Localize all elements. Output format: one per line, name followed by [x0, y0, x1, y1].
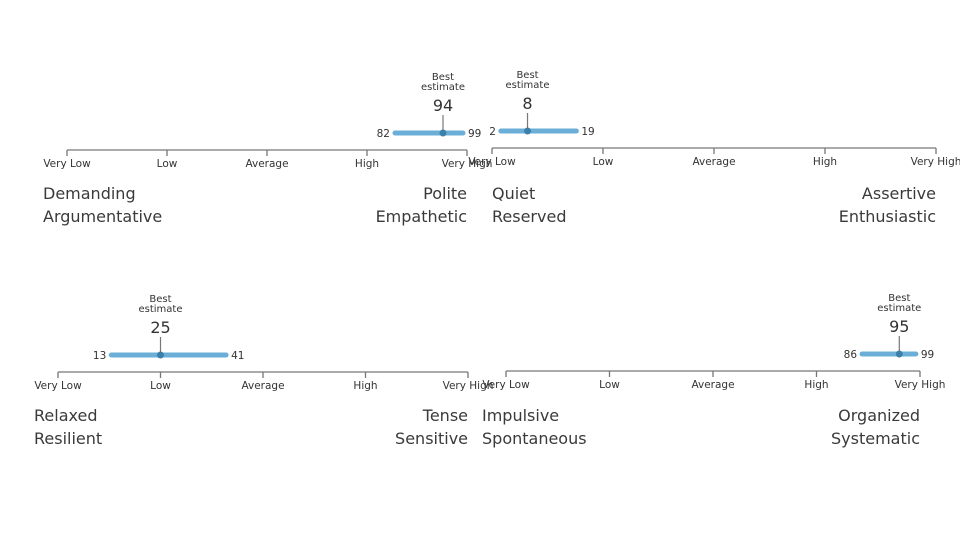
tick-label: Very High: [895, 379, 946, 391]
estimate-dot: [157, 351, 164, 359]
trait-label: Impulsive: [482, 406, 560, 425]
trait-label: Reserved: [492, 207, 567, 226]
trait-label: Sensitive: [395, 429, 468, 448]
tick-label: Very High: [442, 158, 493, 170]
tick-label: Low: [150, 380, 171, 392]
tick-label: Very Low: [468, 156, 516, 168]
tick-label: Low: [599, 379, 620, 391]
estimate-value: 94: [433, 96, 453, 115]
estimate-dot: [439, 129, 447, 137]
trait-label: Systematic: [831, 429, 920, 448]
estimate-value: 8: [522, 94, 532, 113]
range-low-label: 86: [844, 349, 858, 361]
tick-label: High: [353, 380, 377, 392]
range-chart: Very Low Low Average High Very High 2 19 8 Beste…: [468, 70, 960, 168]
tick-label: High: [813, 156, 837, 168]
trait-label: Spontaneous: [482, 429, 587, 448]
tick-label: Average: [692, 156, 735, 168]
high-end-traits: Organized Systematic: [831, 404, 920, 450]
tick-label: Average: [691, 379, 734, 391]
best-estimate-label: Best: [149, 294, 171, 305]
range-low-label: 2: [489, 126, 496, 138]
tick-label: Very High: [443, 380, 494, 392]
trait-label: Enthusiastic: [838, 207, 936, 226]
best-estimate-label: Best: [888, 293, 910, 304]
low-end-traits: Quiet Reserved: [492, 182, 566, 228]
estimate-value: 25: [150, 318, 170, 337]
range-low-label: 82: [377, 128, 390, 140]
trait-panel: Very Low Low Average High Very High 82 99 94 Bes…: [43, 60, 492, 240]
tick-label: High: [804, 379, 828, 391]
low-end-traits: Impulsive Spontaneous: [482, 404, 587, 450]
trait-label: Resilient: [34, 429, 103, 448]
tick-label: Very Low: [482, 379, 530, 391]
trait-label: Demanding: [43, 184, 136, 203]
tick-label: Low: [157, 158, 178, 170]
range-chart: Very Low Low Average High Very High 13 41 25 Bes…: [34, 294, 493, 392]
tick-label: Very Low: [43, 158, 91, 170]
high-end-traits: Assertive Enthusiastic: [839, 182, 936, 228]
trait-label: Polite: [423, 184, 467, 203]
low-end-traits: Relaxed Resilient: [34, 404, 102, 450]
best-estimate-label: estimate: [877, 303, 921, 314]
tick-label: Low: [593, 156, 614, 168]
high-end-traits: Tense Sensitive: [395, 404, 468, 450]
trait-label: Assertive: [861, 184, 936, 203]
estimate-dot: [524, 127, 532, 135]
trait-panel: Very Low Low Average High Very High 13 41 25 Bes…: [34, 283, 493, 463]
high-end-traits: Polite Empathetic: [376, 182, 467, 228]
best-estimate-label: estimate: [421, 82, 465, 93]
best-estimate-label: estimate: [138, 304, 182, 315]
best-estimate-label: estimate: [506, 80, 550, 91]
range-chart: Very Low Low Average High Very High 86 99 95 Bes…: [482, 293, 945, 391]
trait-panel: Very Low Low Average High Very High 2 19 8 Best e…: [468, 58, 960, 238]
range-chart: Very Low Low Average High Very High 82 99 94 Bes…: [43, 72, 492, 170]
range-high-label: 41: [231, 350, 244, 362]
trait-label: Empathetic: [375, 207, 467, 226]
trait-label: Quiet: [492, 184, 536, 203]
low-end-traits: Demanding Argumentative: [43, 182, 162, 228]
tick-label: Average: [241, 380, 284, 392]
trait-label: Organized: [838, 406, 920, 425]
range-low-label: 13: [93, 350, 106, 362]
trait-label: Tense: [422, 406, 468, 425]
range-high-label: 99: [921, 349, 934, 361]
trait-panel: Very Low Low Average High Very High 86 99 95 Bes…: [482, 283, 945, 463]
tick-label: High: [355, 158, 379, 170]
tick-label: Very Low: [34, 380, 82, 392]
estimate-value: 95: [889, 317, 909, 336]
trait-label: Argumentative: [43, 207, 163, 226]
tick-label: Very High: [911, 156, 960, 168]
best-estimate-label: Best: [432, 72, 454, 83]
range-high-label: 99: [468, 128, 481, 140]
estimate-dot: [895, 350, 903, 358]
best-estimate-label: Best: [516, 70, 538, 81]
range-high-label: 19: [581, 126, 594, 138]
tick-label: Average: [245, 158, 288, 170]
trait-label: Relaxed: [34, 406, 98, 425]
